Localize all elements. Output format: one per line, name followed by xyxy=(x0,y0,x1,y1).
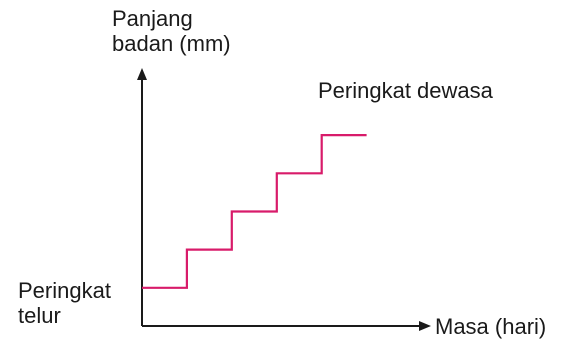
start-stage-label: Peringkat telur xyxy=(18,278,111,328)
end-stage-label: Peringkat dewasa xyxy=(318,78,493,103)
y-axis-label-line-1: Panjang xyxy=(112,6,193,31)
y-axis-arrowhead xyxy=(137,68,147,80)
y-axis-label: Panjang badan (mm) xyxy=(112,6,231,56)
x-axis-arrowhead xyxy=(419,321,431,331)
growth-step-line-0 xyxy=(142,134,367,289)
start-stage-label-line-2: telur xyxy=(18,303,61,328)
start-stage-label-line-1: Peringkat xyxy=(18,278,111,303)
chart-plot-area xyxy=(142,134,367,289)
chart-axes xyxy=(137,68,431,331)
y-axis-label-line-2: badan (mm) xyxy=(112,31,231,56)
x-axis-label: Masa (hari) xyxy=(435,314,547,339)
